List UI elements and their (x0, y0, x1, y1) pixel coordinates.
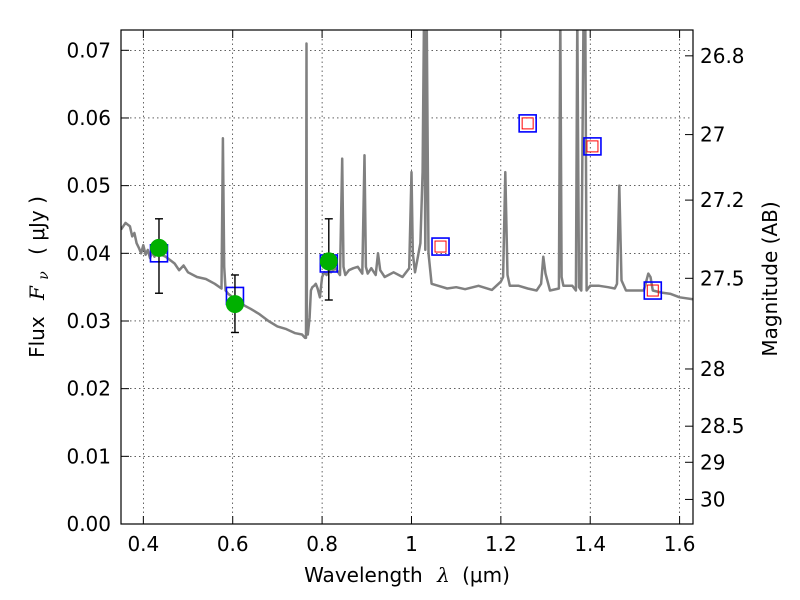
y-tick-label: 0.05 (66, 174, 111, 198)
spectrum-line (121, 30, 693, 340)
y2-tick-label: 27.5 (700, 266, 745, 290)
y-axis-subscript: ν (36, 271, 52, 280)
y2-axis-title: Magnitude (AB) (758, 201, 782, 356)
y2-tick-label: 27.2 (700, 188, 745, 212)
axis-ticks: 0.4 0.6 0.8 1 1.2 1.4 1.6 0.00 0.01 0.02 0.03 0.04 0… (66, 30, 745, 556)
upper-limit-marker (521, 117, 534, 130)
y-tick-label: 0.07 (66, 38, 111, 62)
y-tick-label: 0.03 (66, 309, 111, 333)
upper-limit-marker (586, 140, 599, 153)
y2-tick-label: 29 (700, 450, 725, 474)
y-tick-label: 0.01 (66, 444, 111, 468)
x-tick-label: 0.8 (306, 532, 338, 556)
y-tick-label: 0.06 (66, 106, 111, 130)
y2-tick-label: 28.5 (700, 414, 745, 438)
x-axis-unit: (μm) (462, 563, 510, 587)
y-tick-label: 0.00 (66, 512, 111, 536)
x-tick-label: 0.6 (217, 532, 249, 556)
x-tick-label: 1 (405, 532, 418, 556)
y-tick-label: 0.02 (66, 377, 111, 401)
x-axis-label-text: Wavelength (304, 563, 423, 587)
photometry-point (225, 295, 244, 314)
y2-tick-label: 27 (700, 123, 725, 147)
upper-limit-marker (646, 284, 659, 297)
x-tick-label: 1.6 (664, 532, 696, 556)
x-axis-title: Wavelength λ (μm) (304, 563, 510, 587)
y-tick-label: 0.04 (66, 241, 111, 265)
model-box-marker (583, 137, 602, 156)
model-box-marker (643, 281, 663, 300)
y-axis-label-text: Flux (25, 316, 49, 358)
upper-limit-marker (434, 240, 447, 253)
y2-tick-label: 26.8 (700, 44, 745, 68)
photometry-point (149, 238, 168, 257)
plot-area (121, 30, 693, 340)
y-axis-title: Flux F ν ( μJy ) (25, 196, 53, 358)
x-tick-label: 1.2 (485, 532, 517, 556)
photometry-point (319, 252, 338, 271)
y2-tick-label: 30 (700, 487, 725, 511)
x-tick-label: 1.4 (574, 532, 606, 556)
model-box-marker (431, 237, 450, 256)
plot-frame (120, 29, 694, 525)
model-box-marker (518, 114, 537, 133)
x-axis-symbol: λ (436, 563, 450, 587)
y-axis-symbol: F (25, 285, 49, 301)
y-axis-unit: ( μJy ) (25, 196, 49, 255)
plot-background (121, 30, 693, 524)
x-tick-label: 0.4 (127, 532, 159, 556)
y2-tick-label: 28 (700, 357, 725, 381)
